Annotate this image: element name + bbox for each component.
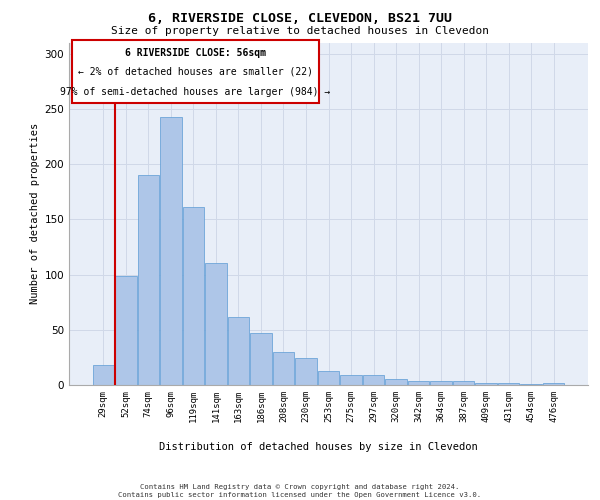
Bar bbox=[137, 175, 159, 385]
Text: ← 2% of detached houses are smaller (22): ← 2% of detached houses are smaller (22) bbox=[77, 67, 313, 77]
Bar bbox=[363, 375, 384, 385]
Bar bbox=[318, 370, 339, 385]
Bar bbox=[115, 276, 137, 385]
Bar bbox=[430, 380, 452, 385]
Text: Contains HM Land Registry data © Crown copyright and database right 2024.
Contai: Contains HM Land Registry data © Crown c… bbox=[118, 484, 482, 498]
Bar bbox=[475, 383, 497, 385]
Text: Distribution of detached houses by size in Clevedon: Distribution of detached houses by size … bbox=[158, 442, 478, 452]
Bar bbox=[295, 358, 317, 385]
Bar bbox=[160, 116, 182, 385]
Bar bbox=[408, 380, 429, 385]
Bar bbox=[228, 316, 249, 385]
Text: 6 RIVERSIDE CLOSE: 56sqm: 6 RIVERSIDE CLOSE: 56sqm bbox=[125, 48, 266, 58]
FancyBboxPatch shape bbox=[71, 40, 319, 104]
Text: 97% of semi-detached houses are larger (984) →: 97% of semi-detached houses are larger (… bbox=[60, 87, 330, 97]
Bar bbox=[543, 383, 565, 385]
Bar bbox=[92, 365, 114, 385]
Bar bbox=[453, 380, 475, 385]
Bar bbox=[250, 333, 272, 385]
Y-axis label: Number of detached properties: Number of detached properties bbox=[30, 123, 40, 304]
Bar bbox=[205, 264, 227, 385]
Text: 6, RIVERSIDE CLOSE, CLEVEDON, BS21 7UU: 6, RIVERSIDE CLOSE, CLEVEDON, BS21 7UU bbox=[148, 12, 452, 26]
Bar bbox=[182, 207, 204, 385]
Bar bbox=[340, 375, 362, 385]
Text: Size of property relative to detached houses in Clevedon: Size of property relative to detached ho… bbox=[111, 26, 489, 36]
Bar bbox=[498, 383, 520, 385]
Bar bbox=[385, 380, 407, 385]
Bar bbox=[273, 352, 294, 385]
Bar bbox=[520, 384, 542, 385]
